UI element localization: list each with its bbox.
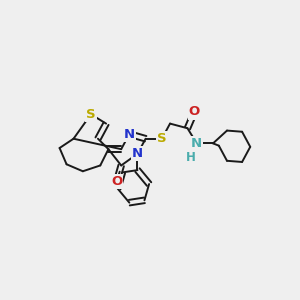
Text: H: H	[186, 151, 196, 164]
Text: N: N	[191, 137, 202, 150]
Text: O: O	[189, 106, 200, 118]
Text: N: N	[132, 147, 143, 160]
Text: S: S	[157, 132, 167, 145]
Text: S: S	[86, 108, 96, 121]
Text: N: N	[124, 128, 135, 141]
Text: O: O	[111, 175, 122, 188]
